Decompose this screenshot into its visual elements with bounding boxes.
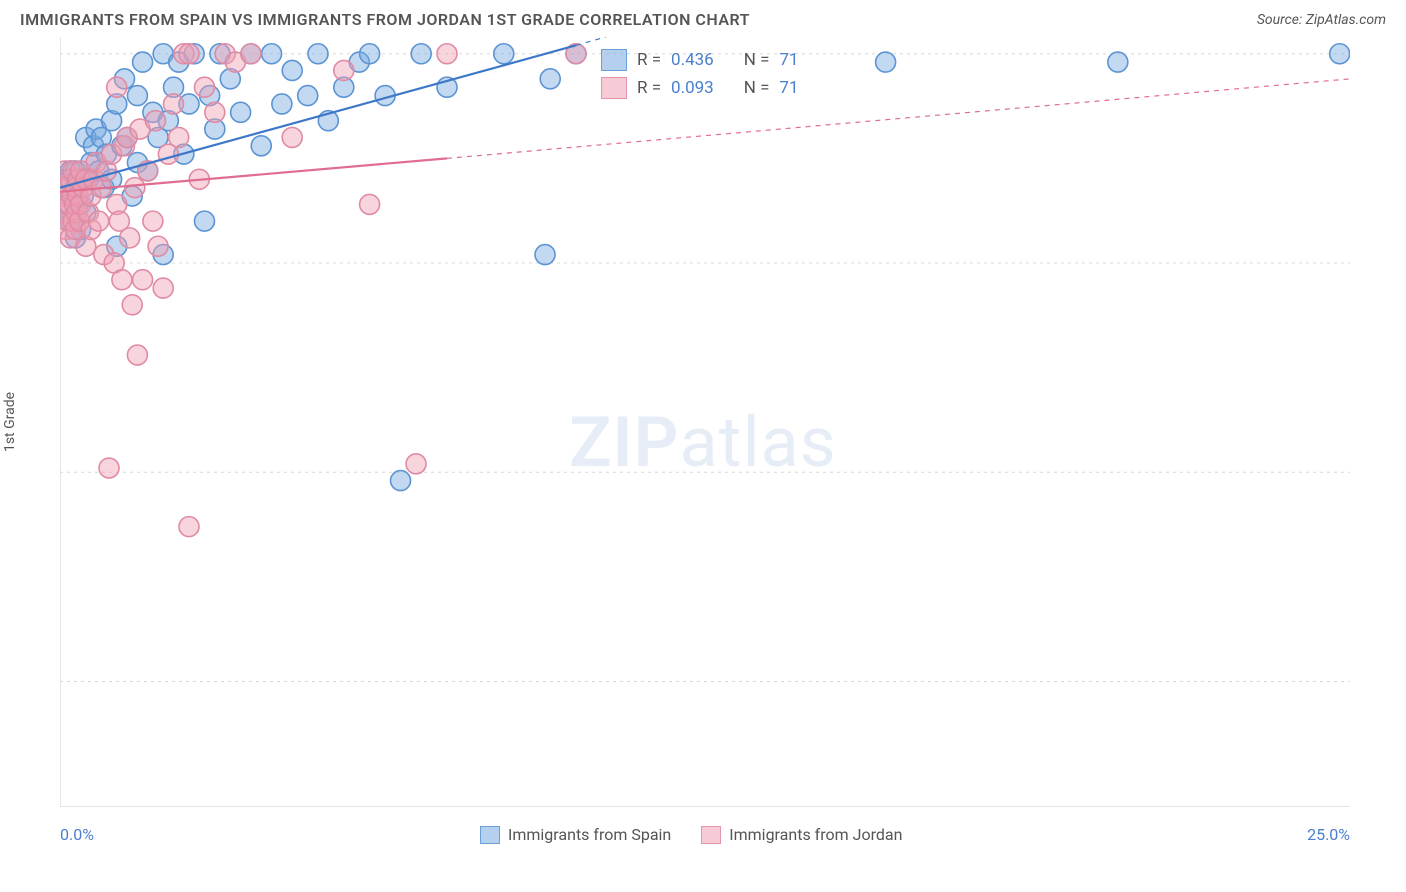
series-legend-item: Immigrants from Jordan	[701, 825, 902, 844]
x-max-label: 25.0%	[1307, 825, 1350, 844]
legend-swatch	[601, 77, 627, 99]
series-legend: Immigrants from Spain Immigrants from Jor…	[480, 825, 902, 844]
legend-swatch	[701, 826, 721, 844]
chart-header: IMMIGRANTS FROM SPAIN VS IMMIGRANTS FROM…	[0, 0, 1406, 37]
legend-r-label: R =	[637, 50, 661, 70]
legend-n-label: N =	[744, 78, 770, 98]
legend-n-value: 71	[779, 50, 798, 70]
legend-swatch	[601, 49, 627, 71]
legend-row: R = 0.436 N = 71	[601, 49, 799, 71]
series-legend-item: Immigrants from Spain	[480, 825, 671, 844]
y-axis-label: 1st Grade	[2, 392, 18, 452]
y-tick-labels: 92.5%95.0%97.5%100.0%	[1346, 37, 1406, 807]
legend-row: R = 0.093 N = 71	[601, 77, 799, 99]
legend-r-value: 0.436	[671, 50, 714, 70]
scatter-plot	[60, 37, 1350, 807]
chart-source: Source: ZipAtlas.com	[1257, 12, 1386, 28]
legend-label: Immigrants from Spain	[508, 825, 671, 844]
x-min-label: 0.0%	[60, 825, 94, 844]
chart-title: IMMIGRANTS FROM SPAIN VS IMMIGRANTS FROM…	[20, 10, 750, 29]
correlation-legend: R = 0.436 N = 71 R = 0.093 N = 71	[595, 45, 805, 103]
legend-r-value: 0.093	[671, 78, 714, 98]
legend-r-label: R =	[637, 78, 661, 98]
legend-label: Immigrants from Jordan	[729, 825, 902, 844]
legend-swatch	[480, 826, 500, 844]
legend-n-value: 71	[779, 78, 798, 98]
legend-n-label: N =	[744, 50, 770, 70]
chart-area: 1st Grade ZIPatlas R =0.436N =71R =0.093…	[20, 37, 1386, 857]
